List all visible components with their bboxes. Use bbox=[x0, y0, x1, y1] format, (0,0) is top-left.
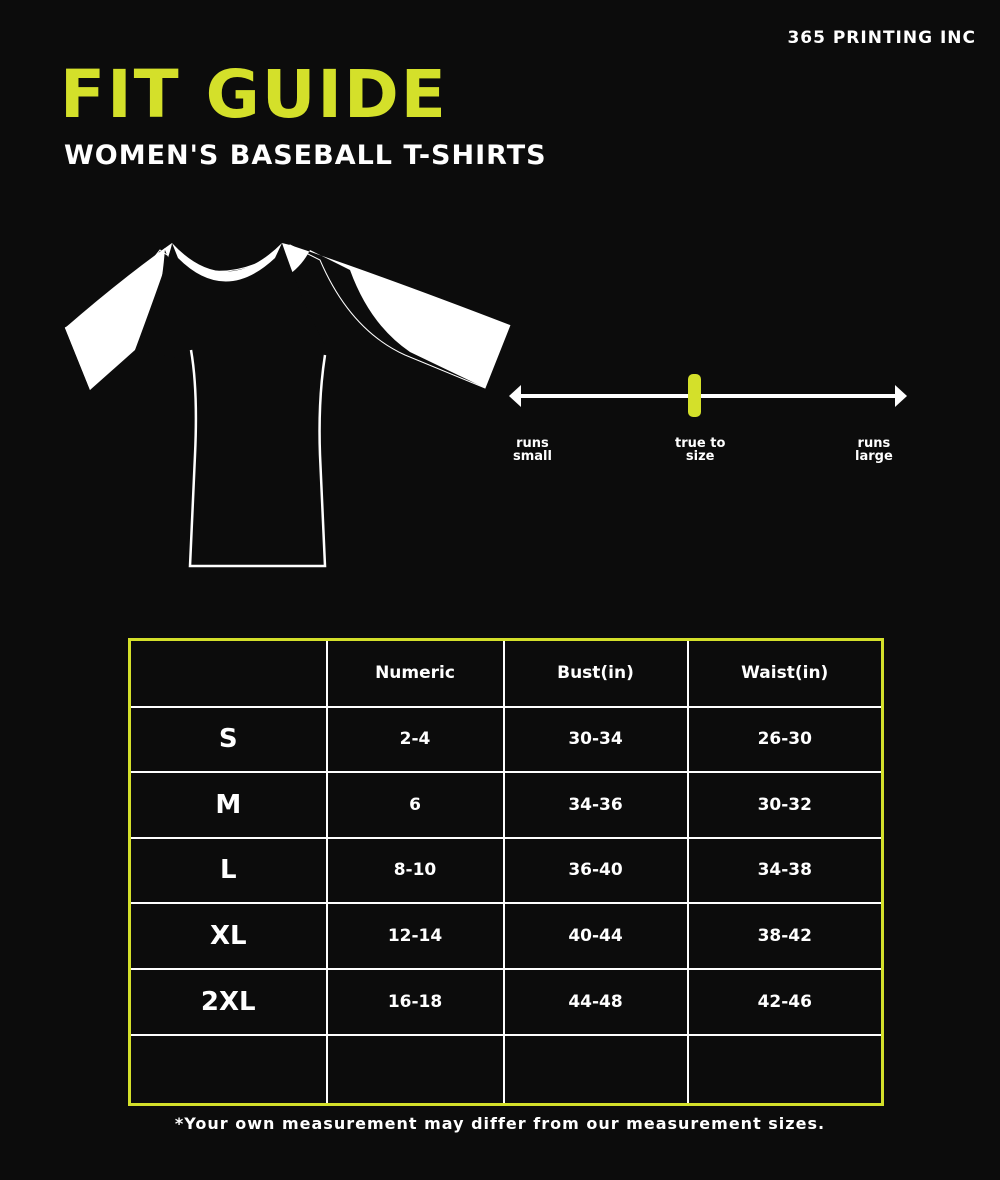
table-row: L 8-10 36-40 34-38 bbox=[129, 836, 883, 905]
label-true-to-size: true to size bbox=[675, 436, 726, 464]
raglan-shirt-icon bbox=[64, 243, 511, 568]
footnote: *Your own measurement may differ from ou… bbox=[174, 1114, 826, 1133]
page-subtitle: WOMEN'S BASEBALL T-SHIRTS bbox=[64, 140, 547, 171]
cell: 26-30 bbox=[686, 705, 883, 774]
cell: 8-10 bbox=[325, 836, 505, 905]
cell: 34-38 bbox=[686, 836, 883, 905]
table-header-row: Numeric Bust(in) Waist(in) bbox=[129, 639, 883, 708]
page-title: FIT GUIDE bbox=[60, 56, 448, 133]
header-cell: Numeric bbox=[325, 639, 505, 708]
table-row: M 6 34-36 30-32 bbox=[129, 771, 883, 839]
label-runs-small: runs small bbox=[513, 436, 552, 464]
size-cell: L bbox=[129, 836, 328, 905]
header-cell: Waist(in) bbox=[686, 639, 883, 708]
header-cell: Bust(in) bbox=[502, 639, 689, 708]
header-cell bbox=[129, 639, 328, 708]
cell: 40-44 bbox=[502, 902, 689, 970]
size-cell: M bbox=[129, 771, 328, 839]
size-cell: XL bbox=[129, 902, 328, 970]
cell: 36-40 bbox=[502, 836, 689, 905]
table-row bbox=[129, 1033, 883, 1105]
brand-name: 365 PRINTING INC bbox=[787, 28, 976, 48]
size-table: Numeric Bust(in) Waist(in) S 2-4 30-34 26-3… bbox=[128, 638, 884, 1106]
cell: 2-4 bbox=[325, 705, 505, 774]
cell: 42-46 bbox=[686, 967, 883, 1036]
cell: 12-14 bbox=[325, 902, 505, 970]
size-cell: 2XL bbox=[129, 967, 328, 1036]
cell: 38-42 bbox=[686, 902, 883, 970]
table-row: S 2-4 30-34 26-30 bbox=[129, 705, 883, 774]
label-runs-large: runs large bbox=[855, 436, 893, 464]
cell: 16-18 bbox=[325, 967, 505, 1036]
fit-scale-arrow-icon bbox=[509, 374, 907, 417]
size-cell: S bbox=[129, 705, 328, 774]
table-row: XL 12-14 40-44 38-42 bbox=[129, 902, 883, 970]
fit-marker bbox=[688, 374, 701, 417]
cell bbox=[502, 1033, 689, 1105]
fit-scale: runs small true to size runs large bbox=[505, 370, 915, 480]
size-cell bbox=[129, 1033, 328, 1105]
cell: 30-34 bbox=[502, 705, 689, 774]
cell: 30-32 bbox=[686, 771, 883, 839]
table-row: 2XL 16-18 44-48 42-46 bbox=[129, 967, 883, 1036]
cell: 44-48 bbox=[502, 967, 689, 1036]
cell: 34-36 bbox=[502, 771, 689, 839]
cell bbox=[325, 1033, 505, 1105]
cell: 6 bbox=[325, 771, 505, 839]
cell bbox=[686, 1033, 883, 1105]
